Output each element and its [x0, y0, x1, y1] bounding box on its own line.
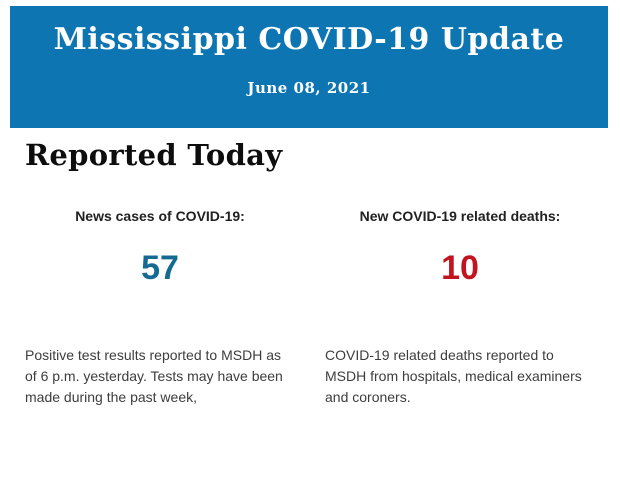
newsletter-date: June 08, 2021 — [247, 79, 371, 97]
stat-new-deaths-value: 10 — [441, 249, 479, 287]
report-section: Reported Today News cases of COVID-19: 5… — [25, 138, 595, 408]
newsletter-header: Mississippi COVID-19 Update June 08, 202… — [10, 6, 608, 128]
stat-new-cases-description: Positive test results reported to MSDH a… — [25, 347, 283, 405]
stat-new-cases: News cases of COVID-19: 57 Positive test… — [25, 208, 295, 408]
newsletter-title: Mississippi COVID-19 Update — [53, 22, 565, 57]
stat-new-cases-value: 57 — [141, 249, 179, 287]
stat-new-cases-label: News cases of COVID-19: — [75, 208, 245, 224]
stat-new-deaths-label: New COVID-19 related deaths: — [359, 208, 561, 224]
stat-new-deaths: New COVID-19 related deaths: 10 COVID-19… — [325, 208, 595, 408]
section-title: Reported Today — [25, 138, 283, 172]
stats-grid: News cases of COVID-19: 57 Positive test… — [25, 208, 595, 408]
stat-new-deaths-description: COVID-19 related deaths reported to MSDH… — [325, 347, 582, 405]
